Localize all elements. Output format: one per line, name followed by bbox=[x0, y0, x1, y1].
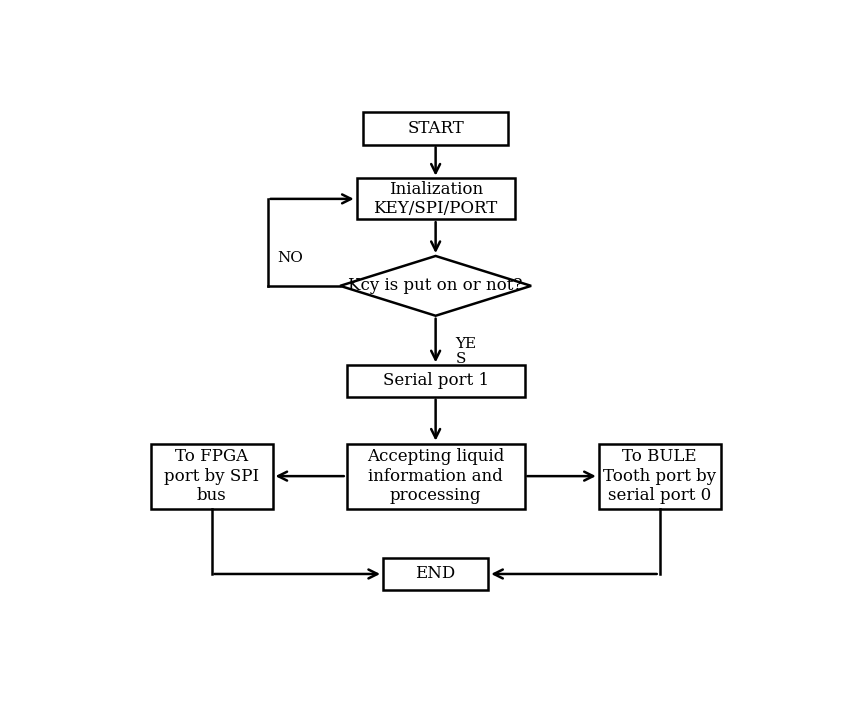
Text: Accepting liquid
information and
processing: Accepting liquid information and process… bbox=[367, 448, 504, 504]
FancyBboxPatch shape bbox=[150, 443, 273, 509]
FancyBboxPatch shape bbox=[357, 179, 514, 220]
FancyBboxPatch shape bbox=[347, 443, 524, 509]
Polygon shape bbox=[340, 256, 531, 316]
FancyBboxPatch shape bbox=[598, 443, 721, 509]
FancyBboxPatch shape bbox=[363, 112, 508, 145]
Text: YE
S: YE S bbox=[456, 337, 477, 366]
FancyBboxPatch shape bbox=[382, 558, 488, 590]
FancyBboxPatch shape bbox=[347, 365, 524, 397]
Text: END: END bbox=[416, 566, 456, 582]
Text: Serial port 1: Serial port 1 bbox=[382, 373, 489, 390]
Text: Inialization
KEY/SPI/PORT: Inialization KEY/SPI/PORT bbox=[373, 181, 498, 217]
Text: NO: NO bbox=[277, 251, 303, 265]
Text: START: START bbox=[407, 120, 464, 137]
Text: Kcy is put on or not?: Kcy is put on or not? bbox=[348, 277, 523, 294]
Text: To FPGA
port by SPI
bus: To FPGA port by SPI bus bbox=[164, 448, 259, 504]
Text: To BULE
Tooth port by
serial port 0: To BULE Tooth port by serial port 0 bbox=[603, 448, 717, 504]
